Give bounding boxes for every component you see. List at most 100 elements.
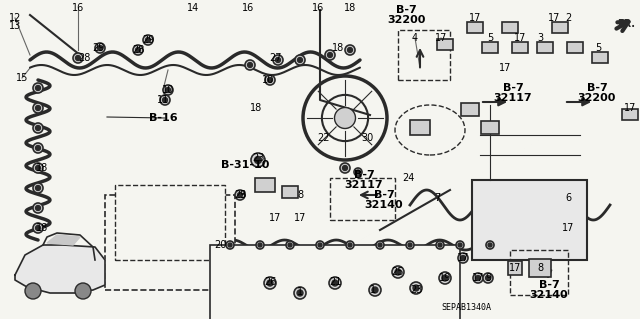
Circle shape (273, 55, 283, 65)
Text: 17: 17 (514, 33, 526, 43)
Bar (508, 261, 522, 275)
Circle shape (160, 95, 170, 105)
Bar (481, 121, 499, 134)
Text: 23: 23 (410, 285, 422, 295)
Bar (622, 109, 638, 120)
Text: 32117: 32117 (493, 93, 532, 103)
Circle shape (438, 243, 442, 247)
Circle shape (332, 280, 338, 286)
Circle shape (33, 103, 43, 113)
Bar (467, 22, 483, 33)
Circle shape (251, 153, 265, 167)
Circle shape (35, 145, 40, 151)
Text: 2: 2 (565, 13, 571, 23)
Text: 8: 8 (297, 190, 303, 200)
Text: 15: 15 (16, 73, 28, 83)
Circle shape (267, 280, 273, 286)
Text: 1: 1 (370, 285, 376, 295)
Circle shape (356, 170, 360, 174)
Bar (482, 42, 498, 53)
Circle shape (476, 276, 481, 280)
Bar (282, 186, 298, 198)
Circle shape (354, 168, 362, 176)
Text: 16: 16 (72, 3, 84, 13)
Bar (115, 185, 225, 260)
Text: 17: 17 (562, 223, 574, 233)
Circle shape (35, 226, 40, 231)
Circle shape (35, 205, 40, 211)
Text: SEPAB1340A: SEPAB1340A (441, 303, 491, 313)
Circle shape (345, 45, 355, 55)
Circle shape (35, 125, 40, 130)
Text: 18: 18 (344, 3, 356, 13)
Circle shape (33, 223, 43, 233)
Circle shape (392, 266, 404, 278)
Circle shape (461, 256, 465, 261)
Text: 9: 9 (239, 190, 245, 200)
Circle shape (33, 83, 43, 93)
Text: 16: 16 (242, 3, 254, 13)
Bar (255, 178, 275, 192)
Text: 32117: 32117 (345, 180, 383, 190)
Bar (330, 178, 395, 220)
Circle shape (97, 46, 102, 50)
Text: 18: 18 (36, 163, 48, 173)
Text: 13: 13 (9, 21, 21, 31)
Bar (529, 259, 551, 277)
Text: 20: 20 (214, 240, 226, 250)
Bar (472, 180, 587, 260)
Circle shape (340, 163, 350, 173)
Text: 17: 17 (624, 103, 636, 113)
Circle shape (473, 273, 483, 283)
Text: 32140: 32140 (530, 290, 568, 300)
Text: 29: 29 (142, 35, 154, 45)
Text: B-7: B-7 (374, 190, 394, 200)
Circle shape (255, 157, 262, 164)
Text: 26: 26 (264, 277, 276, 287)
Circle shape (410, 282, 422, 294)
Bar (461, 103, 479, 116)
Text: 17: 17 (472, 273, 484, 283)
Text: 27: 27 (269, 53, 281, 63)
Circle shape (369, 284, 381, 296)
Circle shape (408, 243, 412, 247)
Circle shape (275, 57, 280, 63)
Text: 5: 5 (595, 43, 601, 53)
Circle shape (346, 241, 354, 249)
Text: FR.: FR. (617, 19, 635, 29)
Text: B-31-10: B-31-10 (221, 160, 269, 170)
Text: 11: 11 (157, 95, 169, 105)
Polygon shape (15, 245, 105, 293)
Text: 18: 18 (36, 223, 48, 233)
Circle shape (226, 241, 234, 249)
Circle shape (35, 186, 40, 190)
Bar (537, 42, 553, 53)
Circle shape (76, 56, 81, 61)
Circle shape (288, 243, 292, 247)
Circle shape (95, 43, 105, 53)
Circle shape (73, 53, 83, 63)
Text: 1: 1 (297, 287, 303, 297)
Text: 32200: 32200 (578, 93, 616, 103)
Circle shape (264, 277, 276, 289)
Circle shape (248, 63, 253, 68)
Circle shape (318, 243, 322, 247)
Text: 23: 23 (252, 153, 264, 163)
Circle shape (163, 98, 168, 102)
Text: 17: 17 (269, 213, 281, 223)
Text: 28: 28 (78, 53, 90, 63)
Circle shape (413, 285, 419, 291)
Text: B-7: B-7 (502, 83, 524, 93)
Circle shape (436, 241, 444, 249)
Circle shape (378, 243, 382, 247)
Polygon shape (47, 235, 80, 245)
Circle shape (297, 290, 303, 296)
Circle shape (486, 276, 490, 280)
Circle shape (133, 45, 143, 55)
Text: 17: 17 (509, 263, 521, 273)
Circle shape (483, 273, 493, 283)
Text: B-7: B-7 (354, 170, 374, 180)
Circle shape (395, 269, 401, 275)
Circle shape (439, 272, 451, 284)
Circle shape (145, 38, 150, 42)
